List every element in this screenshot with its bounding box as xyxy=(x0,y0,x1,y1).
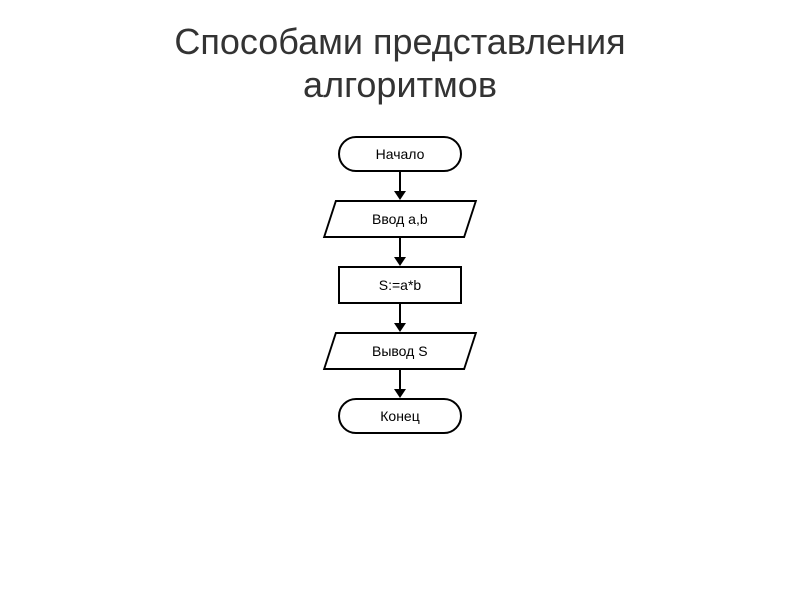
title-line-2: алгоритмов xyxy=(303,64,497,105)
arrow xyxy=(250,238,550,266)
terminal-start: Начало xyxy=(338,136,462,172)
node-label: Начало xyxy=(376,146,425,162)
arrow-head-icon xyxy=(394,389,406,398)
node-label: Конец xyxy=(380,408,419,424)
node-label: Вывод S xyxy=(372,343,428,359)
flowchart: Начало Ввод a,b S:=a*b Вывод S Конец xyxy=(250,136,550,434)
node-end: Конец xyxy=(250,398,550,434)
node-process: S:=a*b xyxy=(250,266,550,304)
arrow-line xyxy=(399,370,401,389)
node-start: Начало xyxy=(250,136,550,172)
page-title: Способами представления алгоритмов xyxy=(0,0,800,106)
io-output: Вывод S xyxy=(323,332,477,370)
node-label: S:=a*b xyxy=(379,277,421,293)
arrow xyxy=(250,304,550,332)
process-box: S:=a*b xyxy=(338,266,462,304)
node-input: Ввод a,b xyxy=(250,200,550,238)
arrow-head-icon xyxy=(394,257,406,266)
arrow-line xyxy=(399,172,401,191)
arrow-line xyxy=(399,238,401,257)
title-line-1: Способами представления xyxy=(174,21,625,62)
arrow-line xyxy=(399,304,401,323)
io-input: Ввод a,b xyxy=(323,200,477,238)
node-label: Ввод a,b xyxy=(372,211,428,227)
terminal-end: Конец xyxy=(338,398,462,434)
arrow xyxy=(250,172,550,200)
arrow xyxy=(250,370,550,398)
node-output: Вывод S xyxy=(250,332,550,370)
